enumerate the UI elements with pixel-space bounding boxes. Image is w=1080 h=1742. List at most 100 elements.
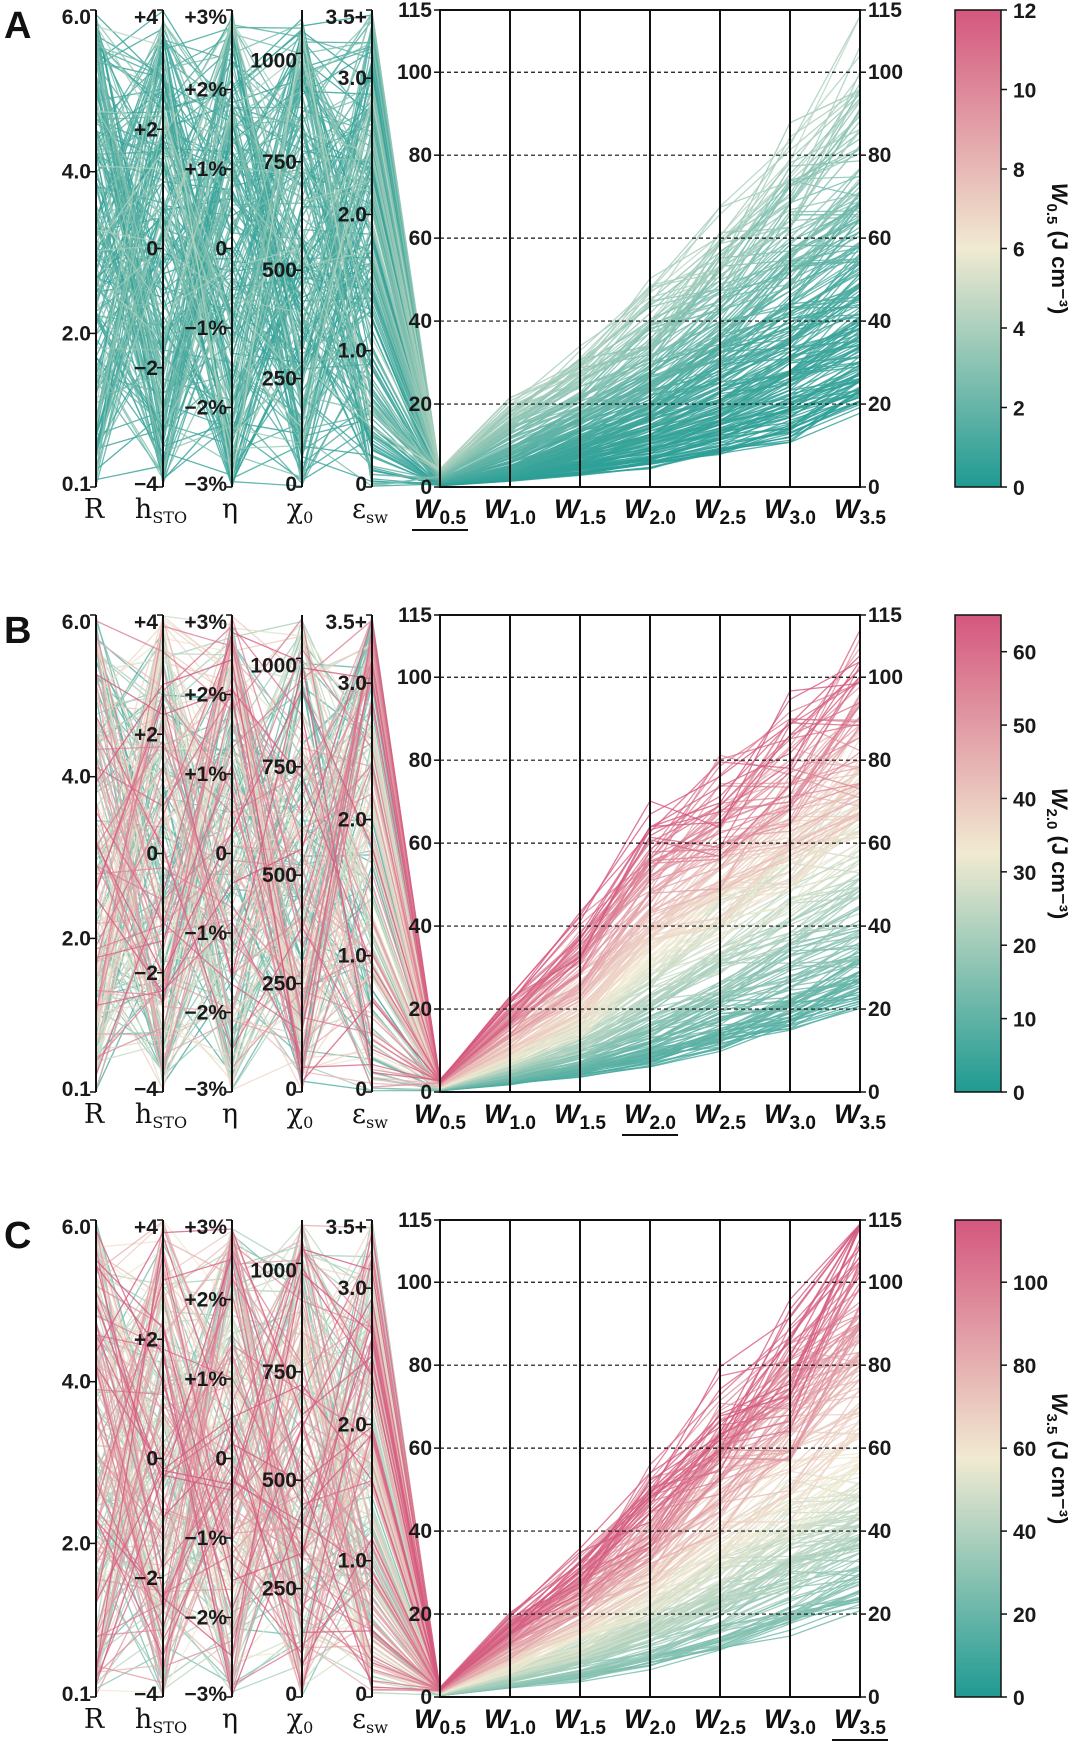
data-line (95, 1268, 861, 1692)
data-line (95, 1307, 861, 1692)
w-tick-left: 80 (409, 144, 432, 167)
data-line (95, 715, 861, 1087)
data-lines (95, 1218, 861, 1699)
w-axis-name: W2.5 (694, 1704, 746, 1739)
param-tick: −2% (184, 1002, 227, 1025)
data-line (95, 67, 861, 475)
param-axis-name: hSTO (135, 1099, 187, 1132)
w-tick-left: 115 (398, 604, 432, 627)
data-line (95, 1223, 861, 1689)
w-axis-name: W2.5 (694, 1099, 746, 1134)
param-tick: +4 (134, 611, 158, 634)
w-tick-right: 40 (868, 1520, 891, 1543)
data-line (95, 1223, 861, 1690)
param-tick: +4 (134, 1216, 158, 1239)
param-tick: 750 (262, 756, 297, 779)
w-tick-right: 0 (868, 1081, 880, 1104)
colorbar-title: W2.0 (J cm⁻³) (1043, 788, 1072, 919)
param-tick: 4.0 (62, 766, 91, 789)
w-axis-name: W3.5 (834, 1704, 886, 1739)
data-line (95, 16, 861, 482)
colorbar-tick: 60 (1013, 1438, 1036, 1461)
colorbar (954, 1219, 1002, 1698)
param-axis-name: R (84, 1099, 105, 1130)
param-tick: −1% (184, 1527, 227, 1550)
data-line (95, 1238, 861, 1693)
data-line (95, 93, 861, 474)
colorbar-tick: 50 (1013, 715, 1036, 738)
panel-C: C 115 115 100 100 80 80 60 60 40 40 20 20 0 0 6.0 4.0 2.0… (4, 1209, 1072, 1741)
param-tick: +2% (184, 684, 227, 707)
param-axis-name: η (222, 1099, 238, 1130)
param-tick: 0 (355, 1683, 367, 1706)
param-axis-name: εsw (352, 1099, 388, 1132)
param-axis-name: hSTO (135, 1704, 187, 1737)
colorbar-tick: 20 (1013, 1604, 1036, 1627)
w-axis-name: W2.0 (624, 1704, 676, 1739)
colorbar (954, 614, 1002, 1093)
colorbar-tick: 6 (1013, 239, 1025, 262)
data-line (95, 1238, 861, 1693)
panel-label: A (4, 5, 31, 47)
param-tick: 0 (215, 1448, 227, 1471)
data-line (95, 862, 861, 1089)
param-tick: 2.0 (62, 1532, 91, 1555)
param-tick: 1.0 (338, 1550, 367, 1573)
data-line (95, 628, 861, 1082)
param-tick: 0 (146, 843, 158, 866)
data-line (95, 1283, 861, 1692)
data-line (95, 737, 861, 1085)
w-tick-left: 40 (409, 1520, 432, 1543)
colorbar-tick: 0 (1013, 1082, 1025, 1105)
w-tick-left: 20 (409, 998, 432, 1021)
w-axis-name: W3.5 (834, 494, 886, 529)
data-line (95, 16, 861, 473)
w-tick-left: 115 (398, 1209, 432, 1232)
param-tick: 3.5+ (326, 6, 367, 29)
data-line (95, 75, 861, 472)
param-tick: 0 (285, 1078, 297, 1101)
w-axis-name: W1.0 (484, 494, 536, 529)
w-tick-right: 60 (868, 832, 891, 855)
colorbar-tick: 0 (1013, 477, 1025, 500)
data-line (95, 615, 861, 1088)
w-tick-right: 20 (868, 1603, 891, 1626)
w-axis-name: W3.5 (834, 1099, 886, 1134)
data-line (95, 18, 861, 484)
param-tick: 2.0 (62, 927, 91, 950)
data-line (95, 1261, 861, 1691)
param-tick: −2% (184, 1607, 227, 1630)
colorbar-tick: 2 (1013, 398, 1025, 421)
param-axis-name: hSTO (135, 494, 187, 527)
w-tick-right: 80 (868, 749, 891, 772)
param-tick: 1000 (250, 49, 297, 72)
param-tick: 2.0 (338, 203, 367, 226)
w-axis-name: W0.5 (414, 494, 466, 529)
data-line (95, 667, 861, 1083)
data-line (95, 659, 861, 1084)
param-tick: −3% (184, 473, 227, 496)
panel-label: B (4, 610, 31, 652)
w-tick-right: 60 (868, 1437, 891, 1460)
w-tick-left: 40 (409, 310, 432, 333)
param-axis-name: R (84, 1704, 105, 1735)
param-axis-name: χ0 (287, 1099, 314, 1132)
w-tick-left: 100 (397, 666, 432, 689)
data-line (95, 661, 861, 1081)
data-line (95, 664, 861, 1083)
w-tick-right: 80 (868, 1354, 891, 1377)
param-tick: 1000 (250, 654, 297, 677)
param-tick: 2.0 (62, 322, 91, 345)
w-tick-right: 20 (868, 393, 891, 416)
colorbar-title: W3.5 (J cm⁻³) (1043, 1393, 1072, 1524)
data-line (95, 619, 861, 1084)
param-tick: 0 (285, 473, 297, 496)
data-line (95, 55, 861, 471)
colorbar-tick: 10 (1013, 80, 1036, 103)
w-axis-name: W3.0 (764, 494, 816, 529)
param-tick: +2% (184, 1289, 227, 1312)
param-tick: −2 (134, 962, 158, 985)
w-tick-right: 0 (868, 476, 880, 499)
data-line (95, 299, 861, 483)
